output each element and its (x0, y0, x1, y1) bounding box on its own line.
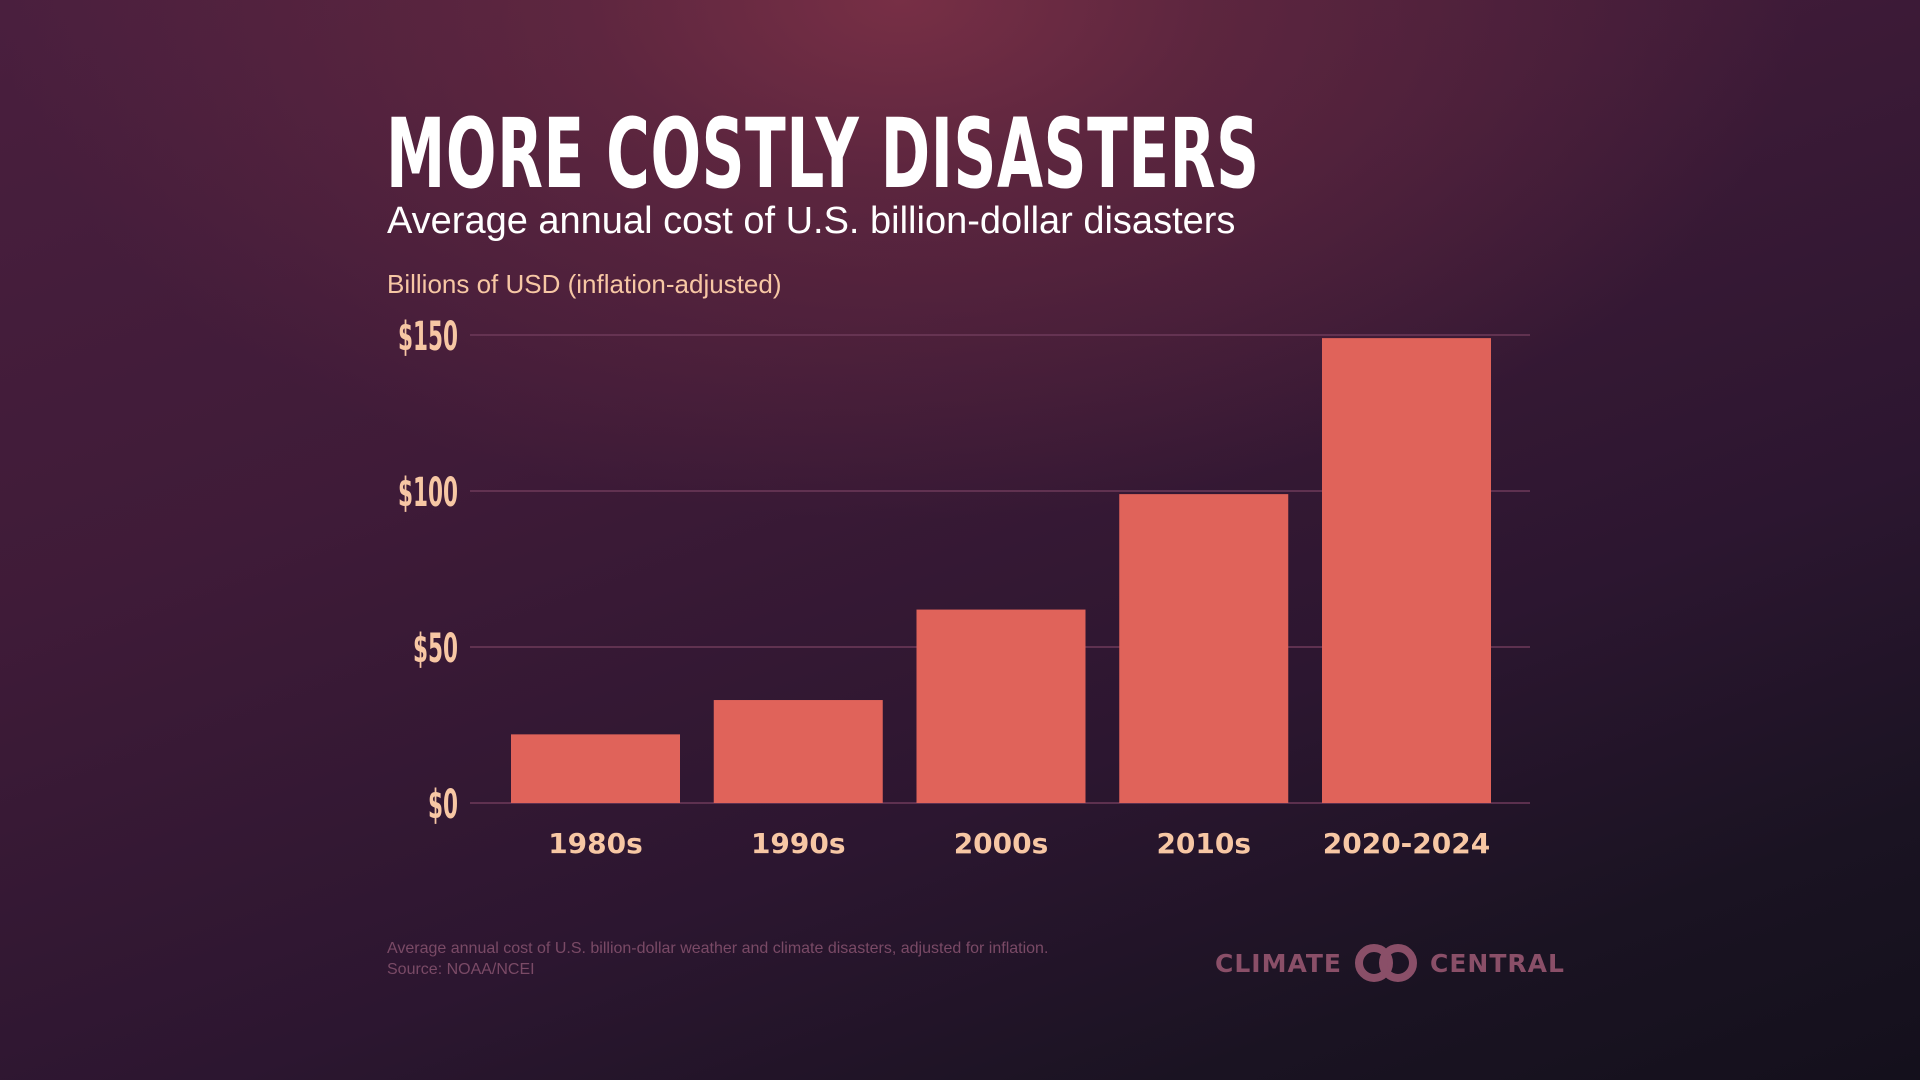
x-tick-label: 1990s (751, 827, 846, 860)
x-tick-labels: 1980s 1990s 2000s 2010s 2020-2024 (548, 827, 1490, 860)
logo-word-right: CENTRAL (1430, 948, 1565, 978)
x-tick-label: 2000s (954, 827, 1049, 860)
x-tick-label: 2020-2024 (1323, 827, 1490, 860)
footnote: Average annual cost of U.S. billion-doll… (387, 938, 1048, 980)
bar-1990s (713, 700, 883, 803)
bar-1980s (511, 734, 680, 803)
bars (511, 338, 1491, 803)
bar-2000s (916, 609, 1086, 803)
x-tick-label: 2010s (1156, 827, 1251, 860)
x-tick-label: 1980s (548, 827, 643, 860)
climate-central-logo: CLIMATE CENTRAL (1215, 944, 1565, 982)
y-tick-label: $0 (428, 782, 458, 828)
y-tick-label: $50 (413, 626, 458, 672)
y-axis-label: Billions of USD (inflation-adjusted) (387, 269, 782, 299)
chart-title: MORE COSTLY DISASTERS (386, 98, 1260, 210)
footnote-source: Source: NOAA/NCEI (387, 961, 535, 978)
interlocked-rings-icon (1350, 944, 1422, 982)
bar-2010s (1119, 494, 1289, 803)
chart-subtitle: Average annual cost of U.S. billion-doll… (387, 200, 1236, 242)
y-tick-label: $150 (398, 314, 458, 360)
footnote-description: Average annual cost of U.S. billion-doll… (387, 940, 1049, 957)
y-tick-labels: $0 $50 $100 $150 (398, 314, 458, 828)
y-tick-label: $100 (398, 470, 458, 516)
bar-2020-2024 (1322, 338, 1491, 803)
logo-word-left: CLIMATE (1215, 948, 1342, 978)
